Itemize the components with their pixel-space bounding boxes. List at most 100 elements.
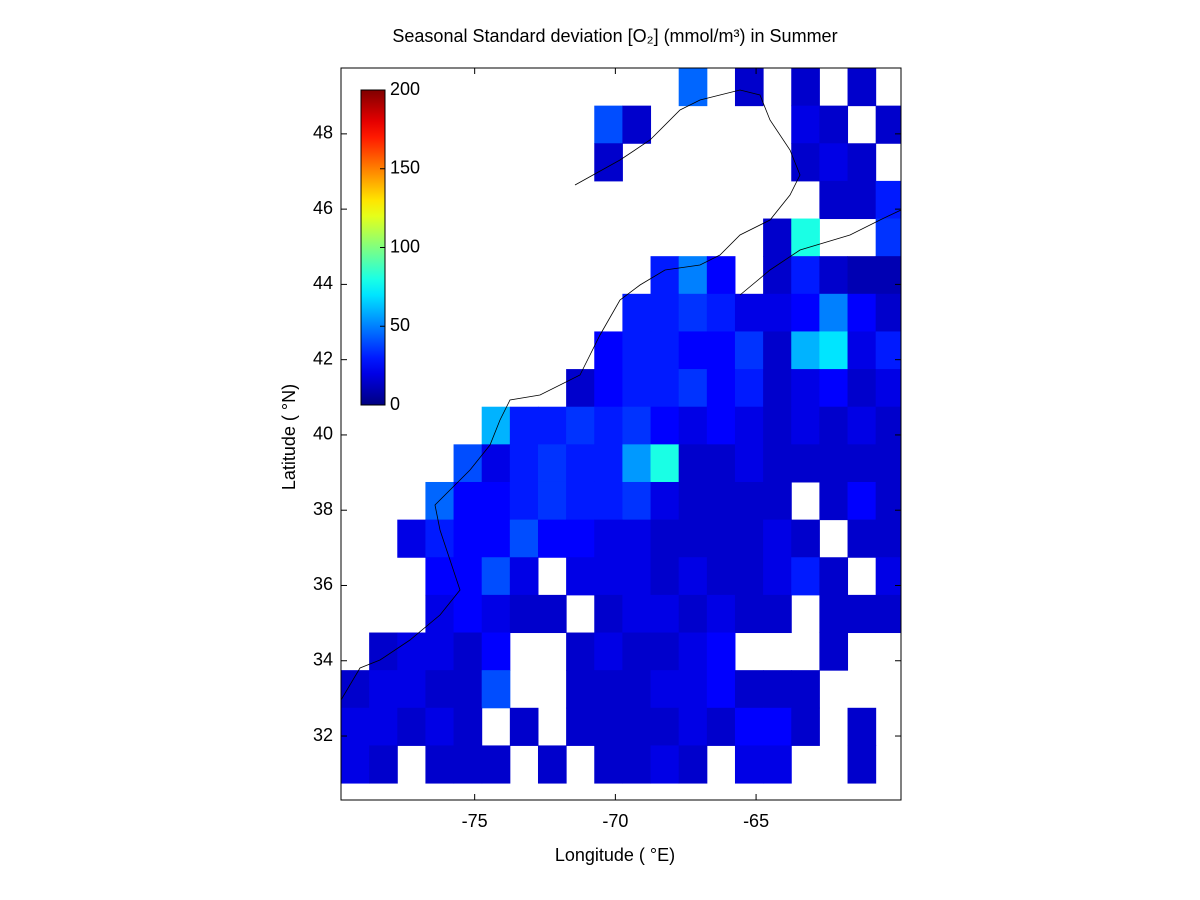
cell bbox=[791, 331, 820, 370]
cell bbox=[594, 557, 623, 596]
cell bbox=[622, 707, 652, 746]
cell bbox=[650, 256, 680, 295]
cell bbox=[734, 293, 764, 332]
cell bbox=[650, 444, 680, 483]
cell bbox=[594, 594, 623, 634]
cell bbox=[453, 670, 483, 709]
cell bbox=[791, 519, 820, 558]
cell bbox=[875, 594, 902, 634]
cell bbox=[650, 745, 680, 784]
cell bbox=[791, 369, 820, 408]
cell bbox=[763, 256, 792, 295]
cell bbox=[791, 293, 820, 332]
y-tick-label: 48 bbox=[313, 123, 333, 143]
cell bbox=[875, 331, 902, 370]
cell bbox=[678, 256, 708, 295]
cell bbox=[819, 594, 849, 634]
cell bbox=[734, 707, 764, 746]
cell bbox=[622, 406, 652, 445]
y-tick-label: 36 bbox=[313, 574, 333, 594]
cell bbox=[706, 707, 736, 746]
cell bbox=[847, 594, 877, 634]
cell bbox=[875, 180, 902, 220]
cell bbox=[763, 557, 792, 596]
cell bbox=[594, 745, 623, 784]
cell bbox=[369, 707, 398, 746]
cell bbox=[763, 444, 792, 483]
cell bbox=[397, 670, 426, 709]
cell bbox=[453, 594, 483, 634]
cell bbox=[706, 670, 736, 709]
cell bbox=[678, 444, 708, 483]
colorbar-tick-label: 200 bbox=[390, 79, 420, 99]
y-axis-label: Latitude ( °N) bbox=[279, 384, 299, 490]
cell bbox=[706, 519, 736, 558]
cell bbox=[847, 331, 877, 370]
cell bbox=[650, 670, 680, 709]
cell bbox=[847, 293, 877, 332]
cell bbox=[509, 557, 539, 596]
cell bbox=[819, 481, 849, 521]
cell bbox=[566, 444, 595, 483]
cell bbox=[369, 670, 398, 709]
cell bbox=[650, 481, 680, 521]
x-axis-label: Longitude ( °E) bbox=[555, 845, 675, 865]
cell bbox=[875, 218, 902, 257]
cell bbox=[791, 444, 820, 483]
cell bbox=[734, 444, 764, 483]
cell bbox=[341, 745, 370, 784]
cell bbox=[566, 557, 595, 596]
colorbar-tick-label: 50 bbox=[390, 315, 410, 335]
cell bbox=[566, 670, 595, 709]
cell bbox=[622, 331, 652, 370]
cell bbox=[791, 68, 820, 107]
cell bbox=[481, 557, 511, 596]
cell bbox=[819, 180, 849, 220]
cell bbox=[566, 707, 595, 746]
cell bbox=[734, 745, 764, 784]
cell bbox=[678, 481, 708, 521]
x-tick-label: -75 bbox=[462, 811, 488, 831]
cell bbox=[678, 68, 708, 107]
cell bbox=[678, 670, 708, 709]
cell bbox=[397, 707, 426, 746]
cell bbox=[622, 369, 652, 408]
cell bbox=[425, 707, 455, 746]
y-tick-label: 32 bbox=[313, 725, 333, 745]
cell bbox=[622, 105, 652, 144]
cell bbox=[763, 594, 792, 634]
cell bbox=[537, 406, 567, 445]
cell bbox=[509, 707, 539, 746]
x-tick-label: -70 bbox=[602, 811, 628, 831]
cell bbox=[566, 632, 595, 671]
cell bbox=[594, 707, 623, 746]
plot-frame bbox=[340, 67, 902, 801]
cell bbox=[622, 745, 652, 784]
coastline-path bbox=[739, 209, 901, 296]
cell bbox=[847, 369, 877, 408]
cell bbox=[734, 670, 764, 709]
cell bbox=[650, 557, 680, 596]
cell bbox=[678, 331, 708, 370]
cell bbox=[650, 632, 680, 671]
cell bbox=[734, 369, 764, 408]
cell bbox=[425, 670, 455, 709]
cell bbox=[706, 632, 736, 671]
cell bbox=[791, 218, 820, 257]
cell bbox=[819, 105, 849, 144]
cell bbox=[425, 519, 455, 558]
y-tick-label: 40 bbox=[313, 424, 333, 444]
cell bbox=[791, 143, 820, 182]
cell bbox=[481, 745, 511, 784]
cell bbox=[706, 369, 736, 408]
cell bbox=[706, 557, 736, 596]
cell bbox=[763, 331, 792, 370]
coastline bbox=[341, 89, 901, 701]
y-tick-label: 46 bbox=[313, 198, 333, 218]
cell bbox=[847, 68, 877, 107]
cell bbox=[509, 406, 539, 445]
cell bbox=[537, 594, 567, 634]
cell bbox=[763, 481, 792, 521]
cell bbox=[875, 444, 902, 483]
